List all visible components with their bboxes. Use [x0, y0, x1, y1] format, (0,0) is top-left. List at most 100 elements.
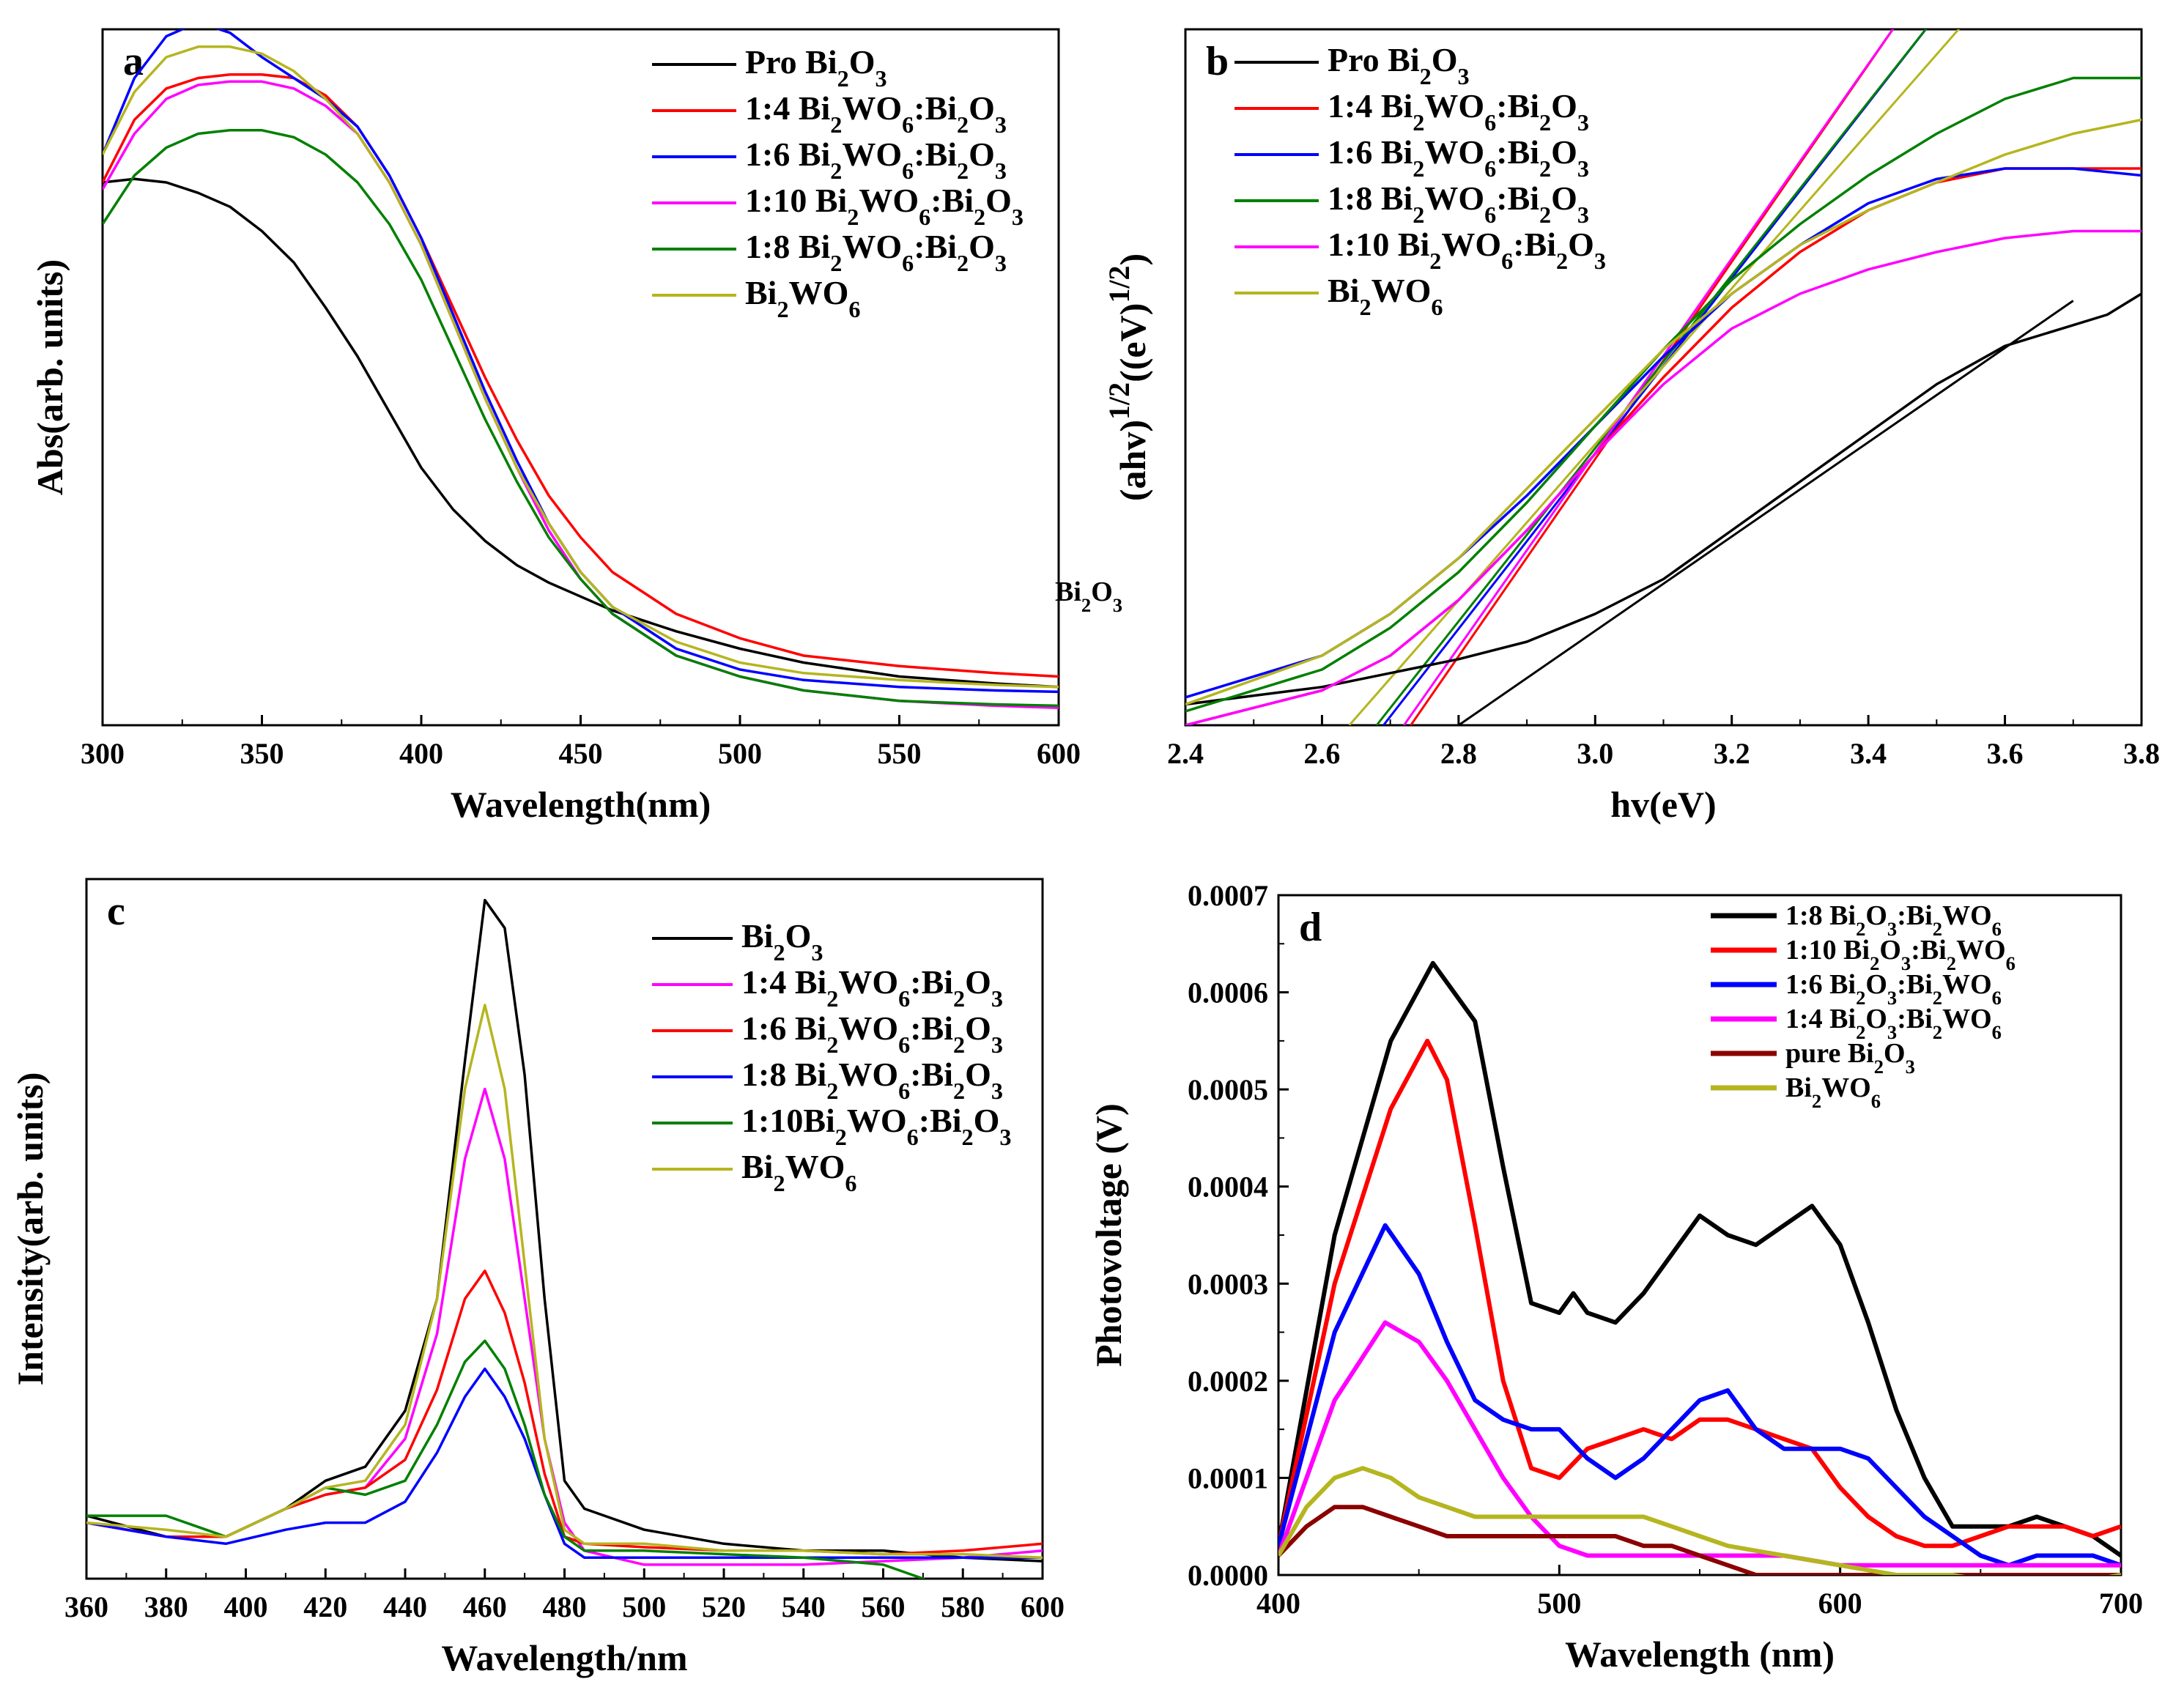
y-tick-label: 0.0003	[1188, 1267, 1268, 1300]
legend-label: Bi2WO6	[745, 274, 860, 322]
x-tick-label: 700	[2099, 1587, 2143, 1620]
x-tick-label: 500	[1537, 1587, 1581, 1620]
x-tick-label: 3.8	[2123, 737, 2160, 770]
x-tick-label: 380	[144, 1590, 188, 1623]
panel-c: 360 380 400 420 440 460 480 500 520 540 560 580 600 W…	[10, 878, 1065, 1678]
x-axis-label: Wavelength/nm	[441, 1637, 687, 1678]
x-tick-label: 360	[64, 1590, 108, 1623]
y-tick-label: 0.0005	[1188, 1073, 1268, 1106]
x-tick-label: 580	[941, 1590, 985, 1623]
tangent-line	[1403, 29, 1895, 725]
y-tick-label: 0.0002	[1188, 1365, 1268, 1398]
x-tick-label: 400	[399, 737, 443, 770]
legend-label: 1:4 Bi2WO6:Bi2O3	[745, 89, 1007, 138]
series-line	[1278, 1505, 2121, 1575]
x-tick-label: 600	[1021, 1590, 1065, 1623]
panel-label: c	[107, 889, 125, 934]
series-line	[1185, 292, 2142, 706]
tangent-line	[1458, 300, 2074, 725]
y-axis-label: Photovoltage (V)	[1088, 1103, 1129, 1367]
x-axis-label: hv(eV)	[1610, 784, 1716, 825]
series-line	[1278, 960, 2121, 1557]
x-tick-label: 3.0	[1577, 737, 1613, 770]
plot-frame	[101, 28, 1060, 727]
y-axis-label: Abs(arb. units)	[29, 259, 70, 495]
series-line	[86, 1004, 1043, 1560]
legend-label: 1:6 Bi2O3:Bi2WO6	[1785, 969, 2002, 1009]
x-tick-label: 2.8	[1440, 737, 1477, 770]
legend-label: 1:10Bi2WO6:Bi2O3	[741, 1102, 1012, 1150]
legend-label: Bi2WO6	[1328, 272, 1443, 320]
stray-formula-label: Bi2O3	[1055, 577, 1122, 616]
x-tick-label: 500	[622, 1590, 666, 1623]
series-line	[103, 177, 1059, 689]
x-tick-label: 440	[383, 1590, 427, 1623]
legend-label: 1:6 Bi2WO6:Bi2O3	[1328, 133, 1589, 182]
x-tick-label: 2.6	[1303, 737, 1340, 770]
tangent-line	[1375, 29, 1928, 725]
legend-label: 1:4 Bi2WO6:Bi2O3	[1328, 87, 1589, 136]
x-tick-label: 540	[782, 1590, 826, 1623]
series-line	[86, 898, 1043, 1563]
x-tick-label: 560	[862, 1590, 906, 1623]
x-axis-label: Wavelength(nm)	[451, 784, 711, 825]
series-line	[1185, 229, 2142, 725]
x-tick-label: 500	[718, 737, 762, 770]
legend-label: 1:8 Bi2WO6:Bi2O3	[745, 228, 1007, 276]
legend-label: pure Bi2O3	[1785, 1038, 1915, 1078]
legend-label: 1:4 Bi2O3:Bi2WO6	[1785, 1004, 2002, 1043]
series-line	[1278, 1320, 2121, 1568]
x-tick-label: 450	[559, 737, 603, 770]
x-tick-label: 550	[878, 737, 922, 770]
series-line	[1185, 118, 2142, 706]
x-tick-label: 3.2	[1714, 737, 1750, 770]
legend-label: 1:10 Bi2WO6:Bi2O3	[745, 182, 1023, 230]
panel-b: 2.4 2.6 2.8 3.0 3.2 3.4 3.6 3.8 hv(eV) (ahv)1/2((…	[1103, 28, 2160, 825]
tangent-line	[1348, 29, 1961, 725]
series-line	[103, 129, 1059, 708]
x-tick-label: 600	[1818, 1587, 1862, 1620]
legend-label: Bi2O3	[741, 917, 823, 966]
legend-label: Bi2WO6	[741, 1148, 856, 1196]
legend-label: 1:4 Bi2WO6:Bi2O3	[741, 963, 1003, 1012]
legend-label: 1:8 Bi2O3:Bi2WO6	[1785, 900, 2002, 940]
panel-a: 300 350 400 450 500 550 600 Wavelength(nm) Abs(a…	[29, 28, 1081, 825]
panel-label: b	[1206, 39, 1229, 84]
legend-label: 1:6 Bi2WO6:Bi2O3	[745, 136, 1007, 184]
x-tick-label: 300	[81, 737, 125, 770]
x-tick-label: 420	[303, 1590, 347, 1623]
series-line	[103, 45, 1059, 689]
series-line	[1185, 76, 2142, 713]
legend-label: 1:10 Bi2O3:Bi2WO6	[1785, 935, 2015, 974]
x-tick-label: 600	[1037, 737, 1081, 770]
x-tick-label: 460	[463, 1590, 507, 1623]
panel-label: a	[123, 39, 144, 84]
series-line	[1278, 1038, 2121, 1549]
y-tick-label: 0.0000	[1188, 1559, 1268, 1592]
legend-label: 1:8 Bi2WO6:Bi2O3	[741, 1056, 1003, 1104]
panel-label: d	[1299, 905, 1322, 950]
y-axis-label: (ahv)1/2((eV)1/2)	[1103, 253, 1154, 501]
series-line	[1278, 1466, 2121, 1575]
legend-label: 1:6 Bi2WO6:Bi2O3	[741, 1009, 1003, 1058]
series-line	[86, 1270, 1043, 1556]
x-tick-label: 480	[543, 1590, 587, 1623]
x-tick-label: 400	[1256, 1587, 1300, 1620]
x-tick-label: 400	[224, 1590, 268, 1623]
legend-label: 1:10 Bi2WO6:Bi2O3	[1328, 226, 1606, 274]
series-line	[1278, 1223, 2121, 1568]
legend-label: Pro Bi2O3	[1328, 41, 1470, 89]
legend-label: 1:8 Bi2WO6:Bi2O3	[1328, 179, 1589, 228]
panel-d: 400 500 600 700 0.0000 0.0001 0.0002 0.0003 0.00…	[1088, 879, 2143, 1675]
x-axis-label: Wavelength (nm)	[1565, 1634, 1835, 1675]
y-tick-label: 0.0007	[1188, 879, 1268, 912]
series-line	[103, 73, 1059, 678]
series-line	[103, 80, 1059, 710]
y-tick-label: 0.0006	[1188, 976, 1268, 1009]
x-tick-label: 520	[702, 1590, 746, 1623]
x-tick-label: 2.4	[1167, 737, 1204, 770]
